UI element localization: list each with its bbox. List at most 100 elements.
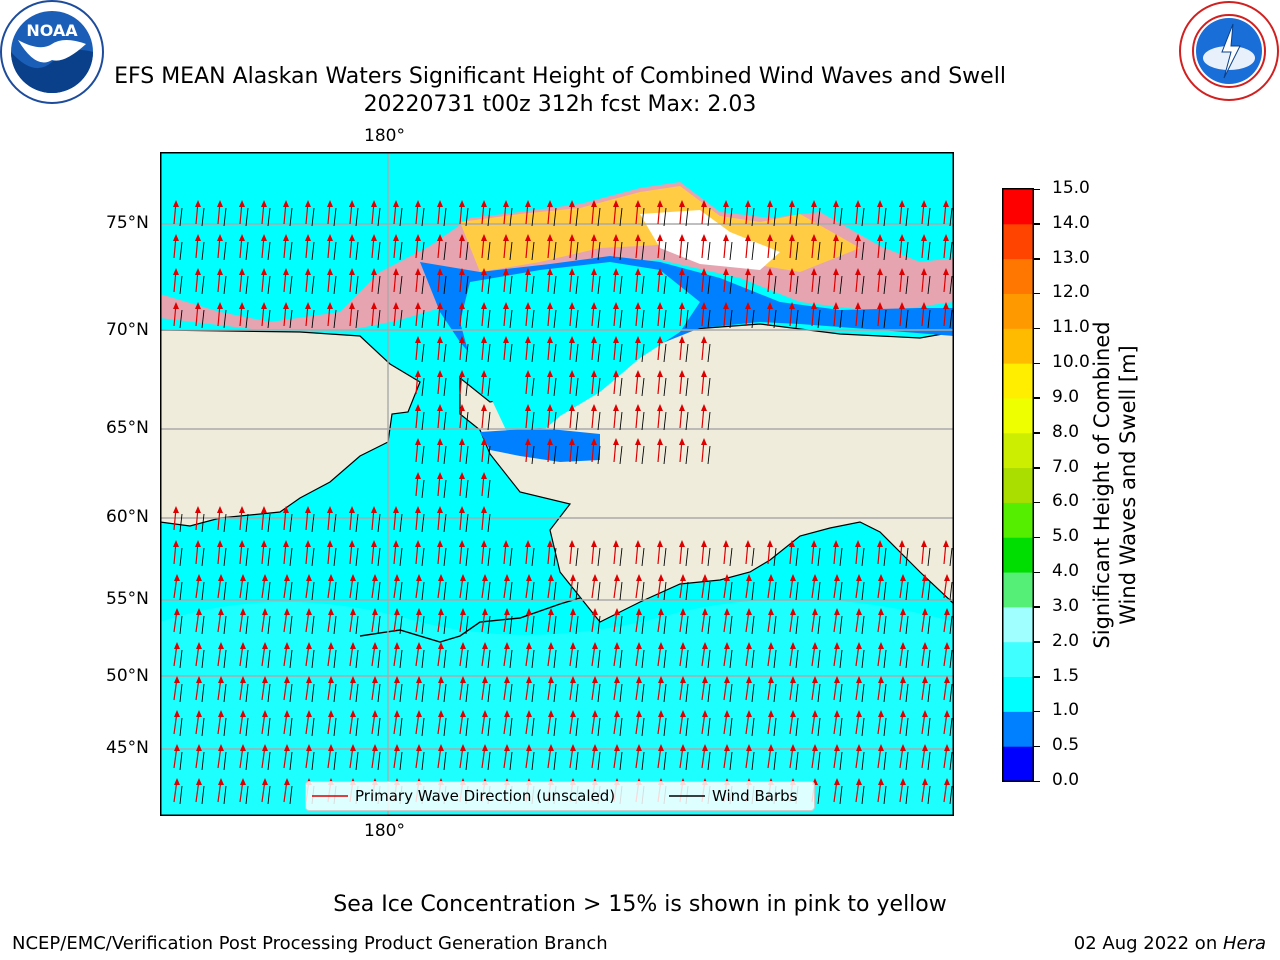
wave-direction-arrow <box>635 642 645 669</box>
lat-label-50: 50°N <box>106 666 149 686</box>
wave-direction-arrow <box>591 574 601 601</box>
wave-direction-arrow <box>327 744 337 771</box>
wave-direction-arrow <box>459 302 469 329</box>
wave-direction-arrow <box>701 302 711 329</box>
wave-direction-arrow <box>833 234 843 261</box>
wave-direction-arrow <box>591 676 601 703</box>
wave-direction-arrow <box>195 540 205 567</box>
wave-direction-arrow <box>217 744 227 771</box>
wave-direction-arrow <box>437 268 447 295</box>
wave-direction-arrow <box>217 540 227 567</box>
wave-direction-arrow <box>613 642 623 669</box>
wave-direction-arrow <box>899 710 909 737</box>
wave-direction-arrow <box>261 608 271 635</box>
wave-direction-arrow <box>349 200 359 227</box>
run-date: 02 Aug 2022 on Hera <box>1074 933 1266 954</box>
wave-direction-arrow <box>481 574 491 601</box>
wave-direction-arrow <box>283 268 293 295</box>
wave-direction-arrow <box>349 506 359 533</box>
wave-direction-arrow <box>877 302 887 329</box>
colorbar-tick-label: 2.0 <box>1052 630 1080 651</box>
wave-direction-arrow <box>283 642 293 669</box>
wave-direction-arrow <box>877 676 887 703</box>
wave-direction-arrow <box>569 608 579 635</box>
wave-direction-arrow <box>371 574 381 601</box>
wave-direction-arrow <box>195 608 205 635</box>
wave-direction-arrow <box>855 778 865 805</box>
colorbar-tick-label: 1.0 <box>1052 700 1080 721</box>
colorbar-tick-mark <box>1034 676 1040 678</box>
wave-direction-arrow <box>459 336 469 363</box>
wave-direction-arrow <box>745 710 755 737</box>
wave-direction-arrow <box>415 302 425 329</box>
wave-direction-arrow <box>723 608 733 635</box>
wave-direction-arrow <box>591 438 601 465</box>
wave-direction-arrow <box>283 574 293 601</box>
wave-direction-arrow <box>503 744 513 771</box>
wave-direction-arrow <box>173 574 183 601</box>
wave-direction-arrow <box>437 574 447 601</box>
wave-direction-arrow <box>767 540 777 567</box>
wave-direction-arrow <box>173 234 183 261</box>
colorbar-tick-mark <box>1034 606 1040 608</box>
sea-ice-note: Sea Ice Concentration > 15% is shown in … <box>333 892 947 917</box>
wave-direction-arrow <box>877 268 887 295</box>
wave-direction-arrow <box>855 710 865 737</box>
wave-direction-arrow <box>657 540 667 567</box>
wave-direction-arrow <box>943 268 953 295</box>
colorbar-segment <box>1003 258 1033 294</box>
wave-direction-arrow <box>943 234 953 261</box>
wave-direction-arrow <box>569 404 579 431</box>
wave-direction-arrow <box>789 744 799 771</box>
wave-direction-arrow <box>591 336 601 363</box>
wave-direction-arrow <box>283 676 293 703</box>
wave-direction-arrow <box>503 302 513 329</box>
wave-direction-arrow <box>547 200 557 227</box>
wave-direction-arrow <box>679 710 689 737</box>
wave-direction-arrow <box>569 302 579 329</box>
colorbar-tick-mark <box>1034 710 1040 713</box>
wave-direction-arrow <box>701 404 711 431</box>
wave-direction-arrow <box>767 676 777 703</box>
wave-direction-arrow <box>459 676 469 703</box>
wave-direction-arrow <box>789 676 799 703</box>
wave-direction-arrow <box>437 472 447 499</box>
wave-direction-arrow <box>393 540 403 567</box>
colorbar-segment <box>1003 189 1033 225</box>
wave-direction-arrow <box>503 608 513 635</box>
wave-direction-arrow <box>195 506 205 533</box>
wave-direction-arrow <box>811 268 821 295</box>
wave-direction-arrow <box>591 540 601 567</box>
wave-direction-arrow <box>261 302 271 329</box>
wave-direction-arrow <box>723 574 733 601</box>
colorbar-tick-mark <box>1034 745 1040 748</box>
wave-direction-arrow <box>613 302 623 329</box>
wave-direction-arrow <box>921 268 931 295</box>
wave-direction-arrow <box>921 778 931 805</box>
wave-direction-arrow <box>943 608 953 635</box>
wave-direction-arrow <box>899 778 909 805</box>
wave-direction-arrow <box>613 370 623 397</box>
wave-direction-arrows <box>173 200 953 805</box>
wave-direction-arrow <box>591 642 601 669</box>
wave-direction-arrow <box>547 370 557 397</box>
wave-direction-arrow <box>349 676 359 703</box>
wave-direction-arrow <box>723 234 733 261</box>
wave-direction-arrow <box>855 574 865 601</box>
wave-direction-arrow <box>877 608 887 635</box>
wave-direction-arrow <box>349 710 359 737</box>
wave-direction-arrow <box>481 370 491 397</box>
wave-direction-arrow <box>503 268 513 295</box>
colorbar-segment <box>1003 502 1033 538</box>
wave-direction-arrow <box>217 302 227 329</box>
wave-direction-arrow <box>877 710 887 737</box>
wave-direction-arrow <box>481 710 491 737</box>
land-siberia <box>160 329 421 527</box>
wave-direction-arrow <box>679 234 689 261</box>
wave-direction-arrow <box>283 710 293 737</box>
wave-direction-arrow <box>921 540 931 567</box>
wave-direction-arrow <box>437 404 447 431</box>
wave-direction-arrow <box>745 574 755 601</box>
wave-direction-arrow <box>393 200 403 227</box>
wave-direction-arrow <box>525 710 535 737</box>
